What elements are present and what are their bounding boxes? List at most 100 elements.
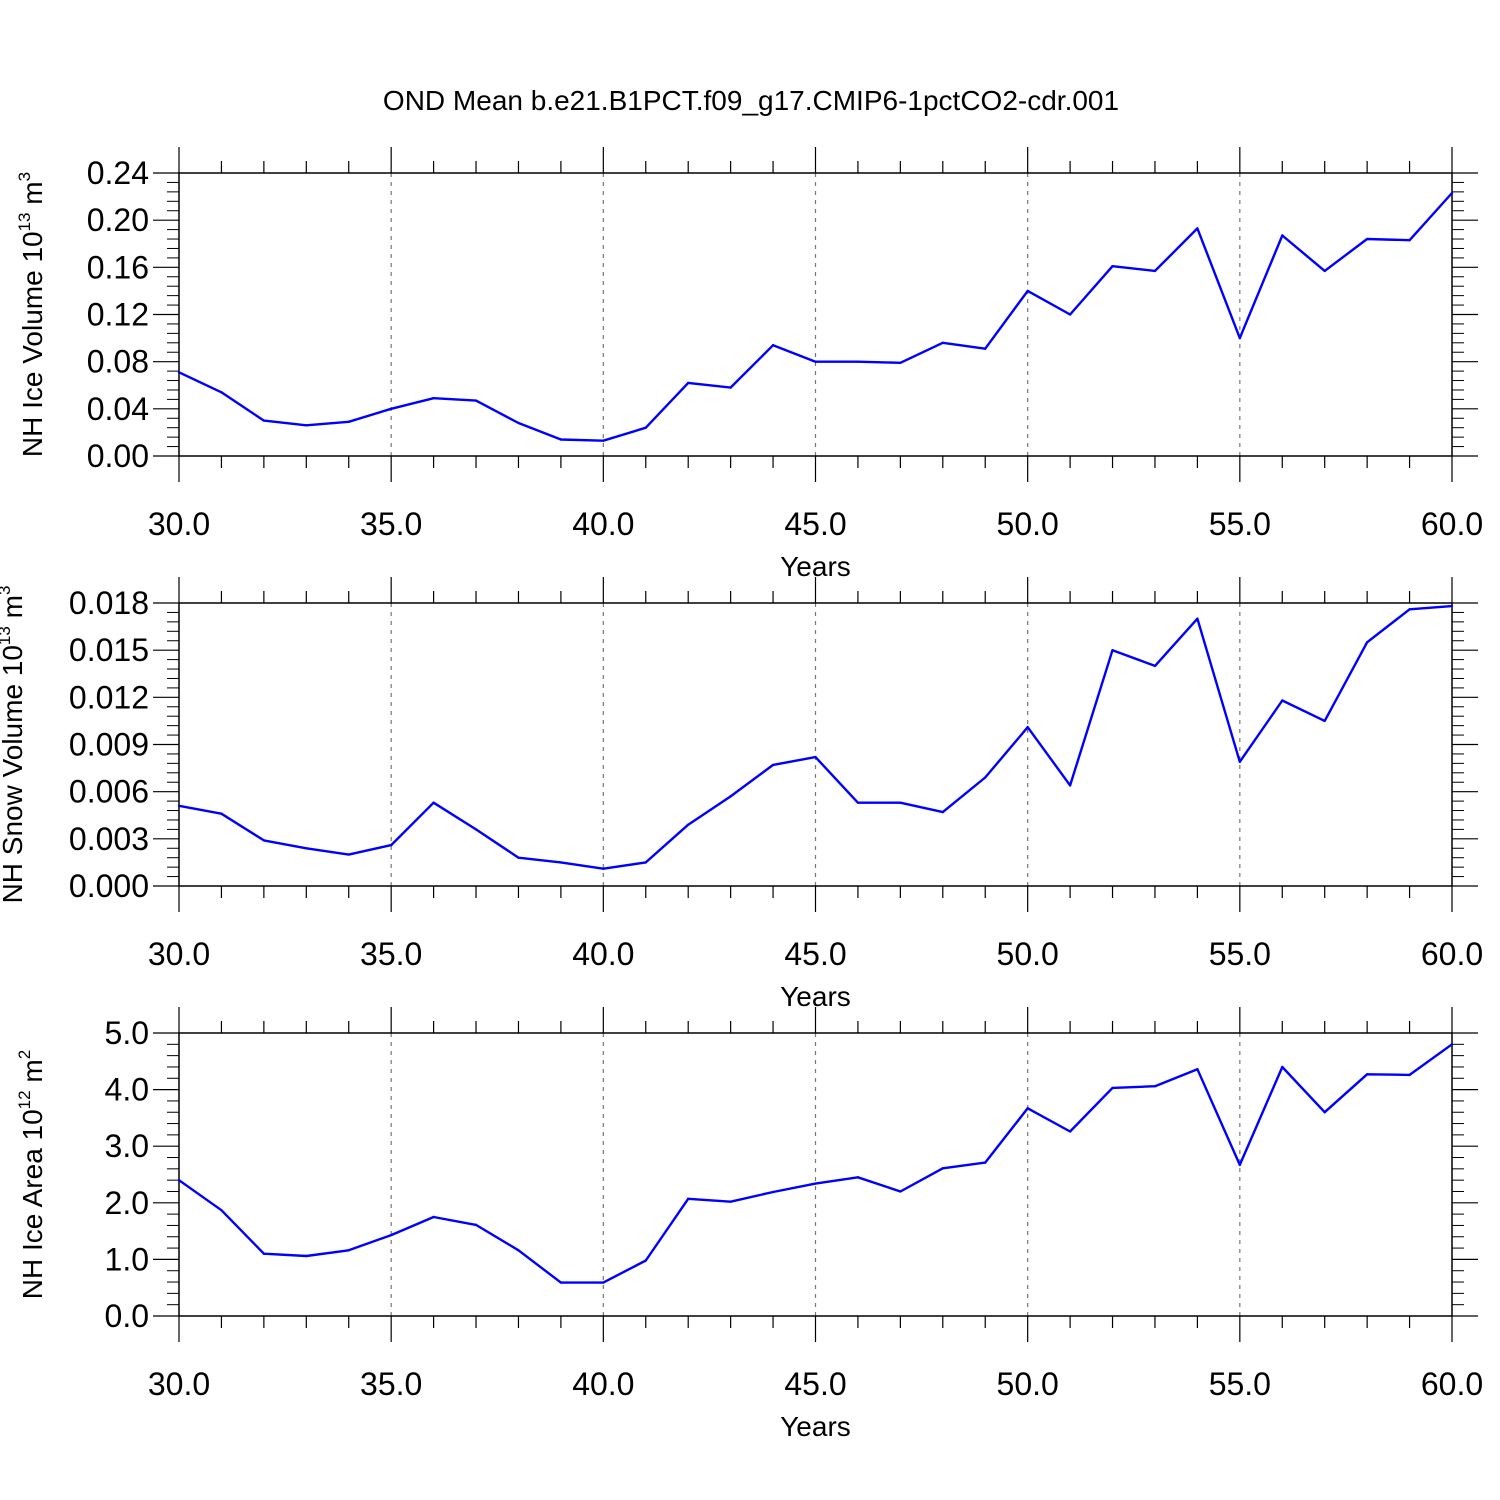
data-point [1238,1163,1242,1167]
data-point [1408,239,1411,242]
data-point [1111,264,1114,268]
data-point [220,391,223,394]
x-tick-label: 45.0 [784,936,846,972]
x-tick-label: 60.0 [1421,936,1483,972]
y-axis-label-superscript: 12 [15,1090,34,1109]
data-point [771,1190,775,1194]
x-tick-label: 55.0 [1209,936,1271,972]
data-point [474,399,478,402]
data-point [941,1167,944,1170]
x-tick-label: 40.0 [572,1366,634,1402]
data-point [220,812,223,815]
figure-title: OND Mean b.e21.B1PCT.f09_g17.CMIP6-1pctC… [383,85,1119,116]
y-tick-label: 2.0 [105,1185,149,1221]
data-point [347,853,350,856]
data-point [984,776,987,779]
data-point [771,763,775,767]
data-point [177,804,181,808]
data-point [644,426,647,429]
y-axis-label: NH Ice Area 1012 m2 [15,1050,48,1299]
y-axis-label: NH Snow Volume 1013 m3 [0,586,28,904]
y-tick-label: 0.006 [69,774,149,810]
x-tick-label: 30.0 [148,936,210,972]
data-point [1281,1065,1284,1069]
x-tick-label: 45.0 [784,506,846,542]
data-point [1323,1111,1326,1114]
data-point [1196,227,1199,230]
data-point [1450,604,1454,608]
y-tick-label: 3.0 [105,1128,149,1164]
chart-panel-2: 0.000 0.003 0.006 0.009 0.012 0.015 0.018 30.0 3… [0,577,1483,1012]
data-point [1365,1073,1369,1076]
data-point [347,420,350,424]
y-tick-label: 0.00 [87,438,149,474]
y-tick-label: 0.009 [69,727,149,763]
data-point [1196,1068,1199,1071]
data-point [1281,234,1284,237]
data-point [1026,289,1029,293]
x-tick-label: 60.0 [1421,506,1483,542]
data-point [305,424,308,427]
data-point [984,347,987,350]
y-axis-label-superscript: 2 [15,1050,34,1059]
data-point [687,381,690,385]
data-point [1026,726,1029,729]
data-point [814,360,817,363]
data-point [1068,784,1072,787]
y-tick-label: 0.04 [87,391,149,427]
data-point [220,1208,223,1212]
data-point [602,439,605,442]
y-tick-label: 0.018 [69,585,149,621]
data-point [389,407,393,411]
data-point [432,1215,435,1219]
data-point [389,843,393,847]
data-point [262,839,266,842]
x-tick-label: 45.0 [784,1366,846,1402]
data-point [729,795,732,798]
data-point [1026,1107,1029,1110]
y-tick-label: 0.24 [87,155,149,191]
data-point [1068,313,1072,316]
x-tick-label: 55.0 [1209,1366,1271,1402]
x-tick-label: 35.0 [360,1366,422,1402]
chart-panel-1: 0.00 0.04 0.08 0.12 0.16 0.20 0.24 30.0 35.0 40.0… [15,147,1483,582]
x-tick-label: 30.0 [148,1366,210,1402]
data-point [305,847,308,850]
data-point [1323,719,1326,723]
plot-frame [178,602,1453,887]
data-point [984,1161,987,1164]
y-tick-label: 0.012 [69,679,149,715]
data-point [517,1249,520,1252]
x-tick-label: 35.0 [360,936,422,972]
data-point [1450,191,1454,195]
x-axis-label: Years [780,1411,851,1442]
y-axis-label-superscript: 13 [15,212,34,231]
y-tick-label: 5.0 [105,1015,149,1051]
y-axis-label-part: NH Ice Volume 10 [17,231,48,457]
data-point [305,1254,308,1258]
data-point [687,1197,690,1201]
data-point [1408,1073,1411,1077]
data-point [262,419,266,422]
y-axis-label-part: NH Ice Area 10 [17,1109,48,1299]
y-tick-label: 0.000 [69,868,149,904]
data-point [941,341,944,344]
x-tick-label: 50.0 [997,506,1059,542]
y-axis-label-superscript: 3 [0,586,14,595]
x-tick-label: 40.0 [572,506,634,542]
data-point [602,867,605,870]
x-tick-label: 50.0 [997,1366,1059,1402]
data-point [814,1182,817,1185]
data-point [856,360,860,363]
data-point [517,421,520,425]
x-tick-label: 55.0 [1209,506,1271,542]
data-point [432,801,435,804]
data-point [517,856,520,859]
y-axis-label: NH Ice Volume 1013 m3 [15,172,48,457]
y-axis-label-part: m [17,1059,48,1090]
y-axis-label-superscript: 13 [0,626,14,645]
data-point [177,1178,181,1182]
data-point [389,1233,393,1237]
